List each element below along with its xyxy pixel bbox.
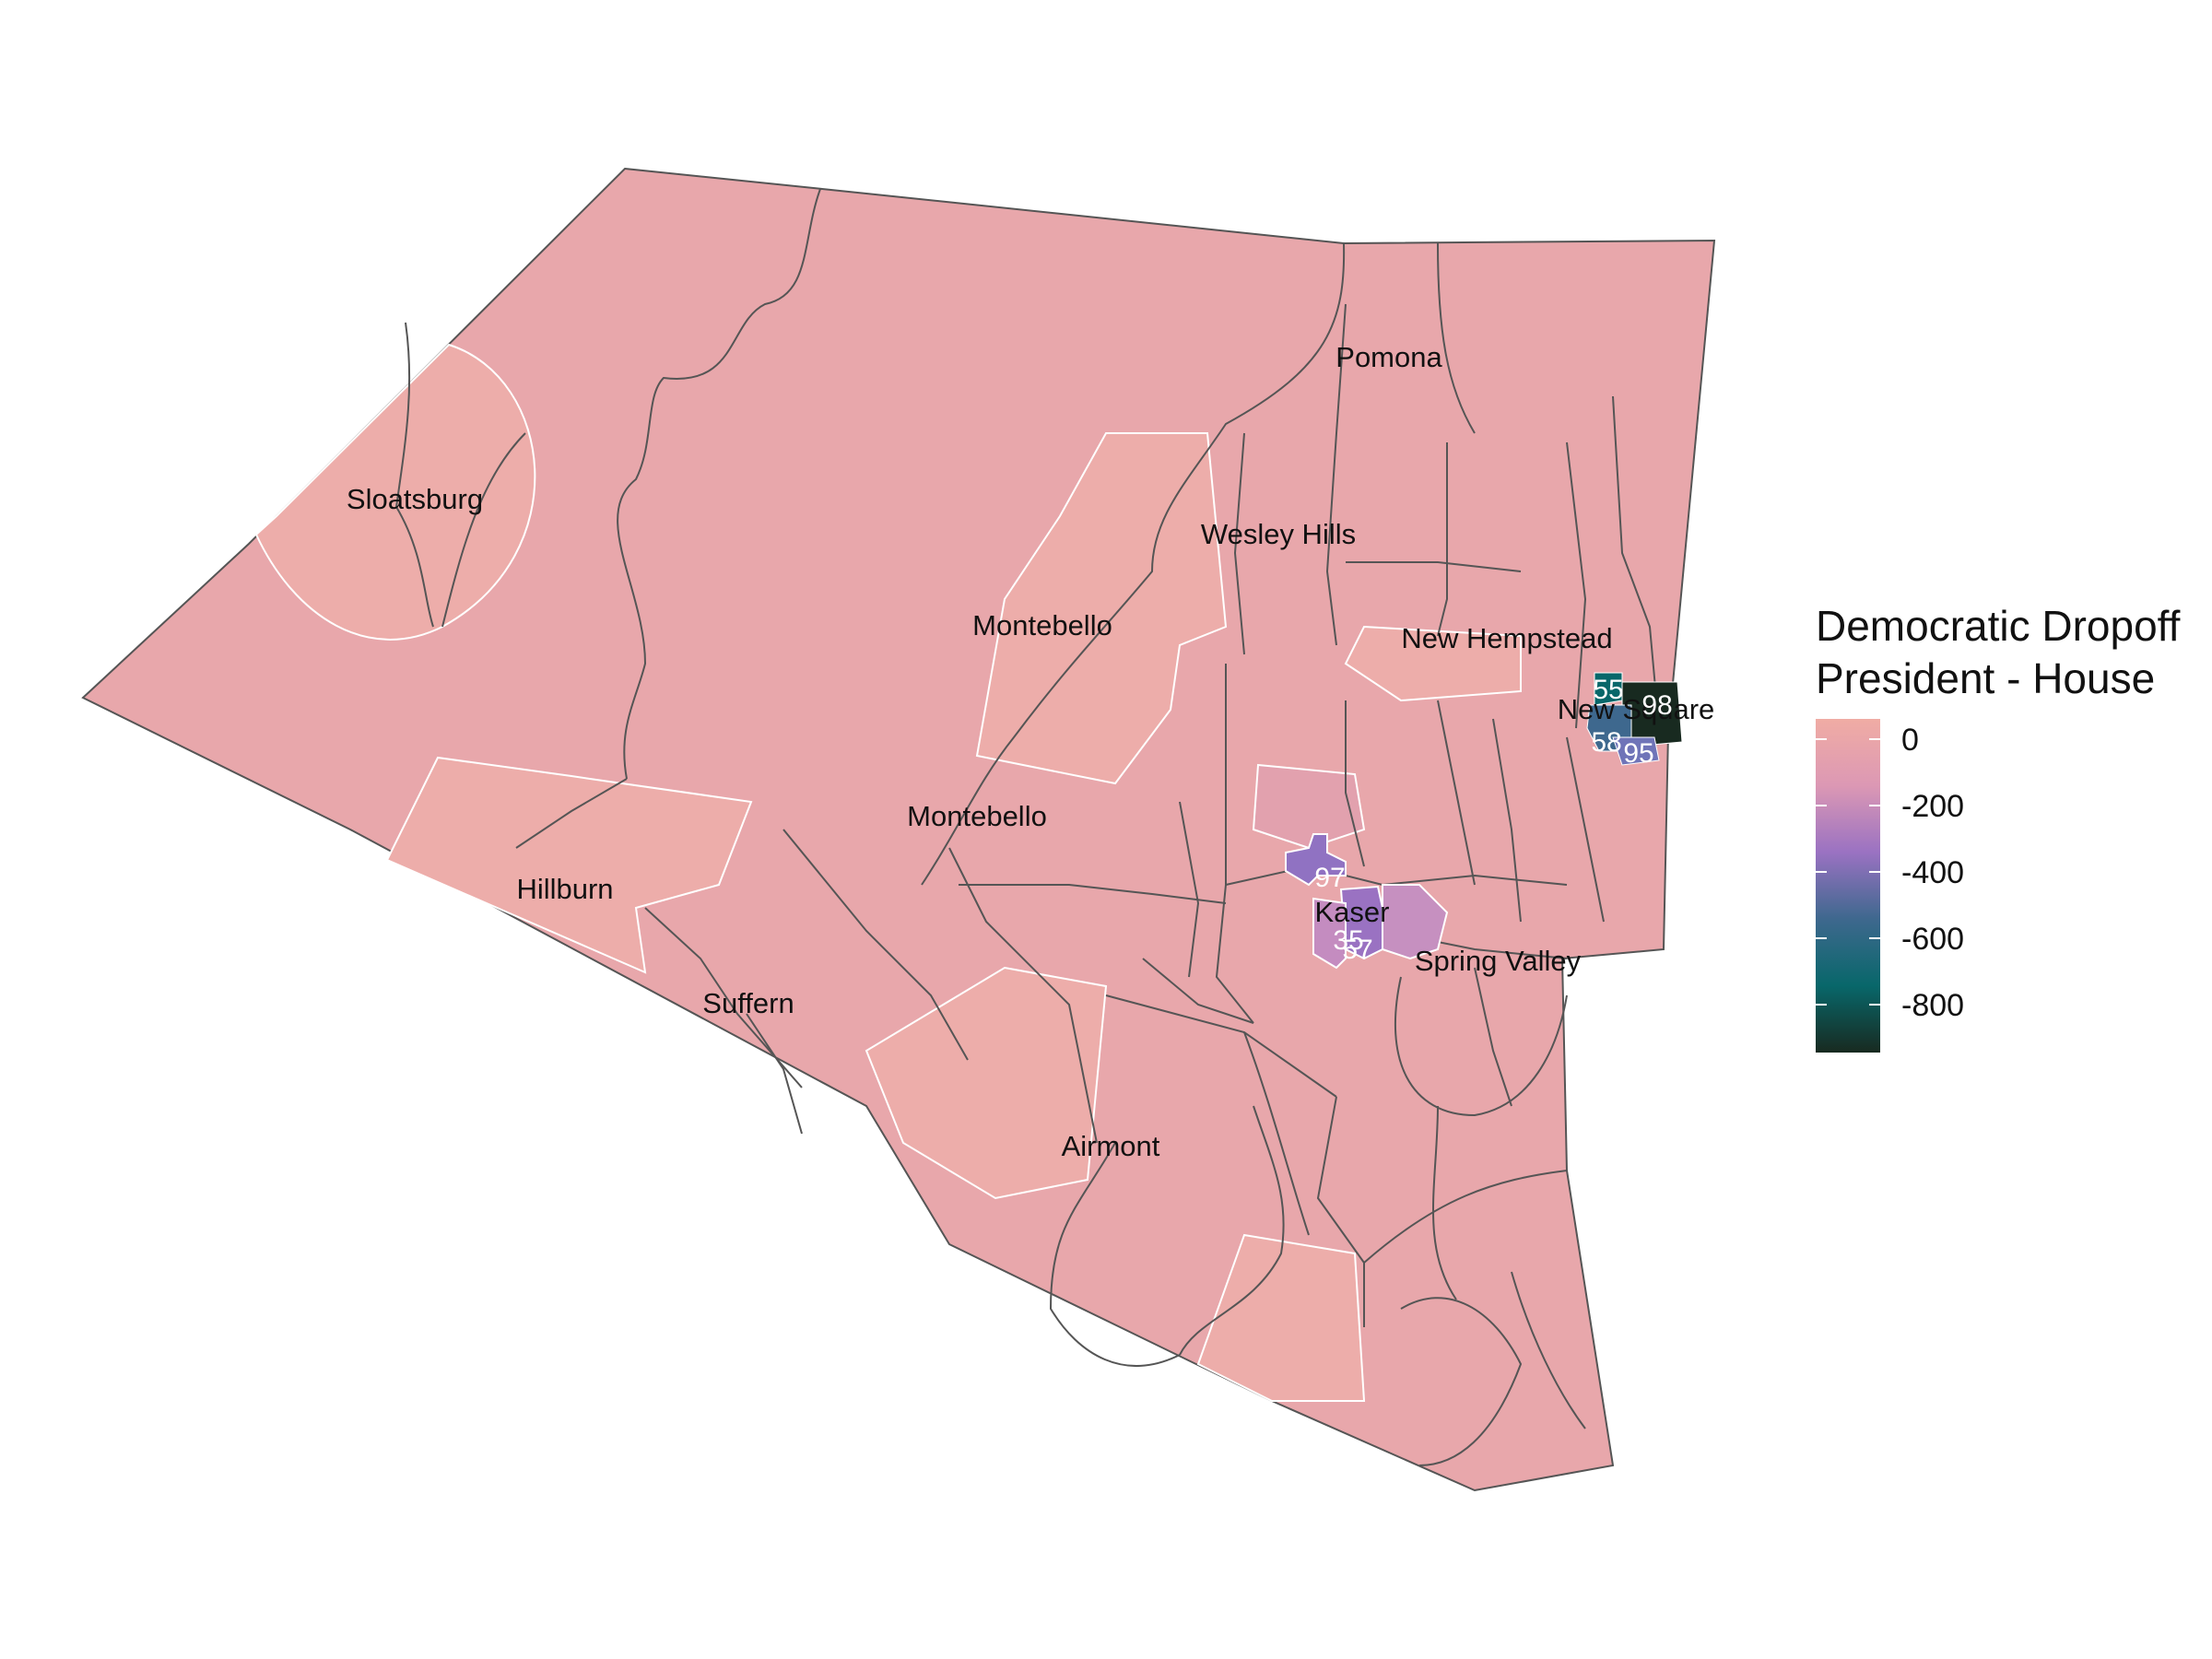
legend-tick-400: -400 [1901, 855, 1964, 890]
precinct-label-95: 95 [1623, 738, 1653, 769]
place-label-montebello-south: Montebello [907, 800, 1047, 832]
precinct-label-35: 35 [1333, 925, 1363, 956]
precinct-label-55: 55 [1593, 675, 1623, 705]
precinct-label-57: 57 [1342, 935, 1372, 965]
place-label-montebello-north: Montebello [972, 609, 1112, 641]
spring-valley-district [1252, 763, 1366, 850]
place-label-wesley-hills: Wesley Hills [1201, 518, 1356, 550]
place-label-sloatsburg: Sloatsburg [347, 483, 483, 515]
legend-tick-800: -800 [1901, 988, 1964, 1023]
place-label-hillburn: Hillburn [516, 873, 613, 905]
place-label-kaser: Kaser [1315, 896, 1390, 928]
airmont-district [865, 966, 1108, 1200]
precinct-97 [1285, 833, 1347, 887]
legend-tick-0: 0 [1901, 723, 1919, 758]
precinct-label-98: 98 [1641, 690, 1672, 721]
legend: Democratic Dropoff President - House 0 -… [1816, 602, 2181, 1053]
precinct-label-58: 58 [1591, 727, 1621, 758]
legend-tick-200: -200 [1901, 789, 1964, 824]
new-hempstead-district [1344, 625, 1522, 702]
south-district [1196, 1233, 1366, 1402]
legend-tick-marks [1816, 738, 1880, 1006]
place-label-pomona: Pomona [1335, 341, 1442, 373]
legend-tick-600: -600 [1901, 922, 1964, 957]
precinct-lines [394, 188, 1660, 1466]
place-label-airmont: Airmont [1062, 1130, 1160, 1162]
hillburn-district [385, 756, 753, 974]
precinct-95 [1612, 736, 1660, 766]
place-label-new-hempstead: New Hempstead [1401, 622, 1612, 654]
sloatsburg-district [254, 343, 536, 641]
place-label-spring-valley: Spring Valley [1415, 945, 1582, 977]
county-shape [81, 167, 1716, 1492]
kaser-east [1382, 884, 1449, 960]
precinct-label-97: 97 [1314, 863, 1345, 893]
legend-title-line2: President - House [1816, 654, 2155, 702]
place-label-suffern: Suffern [702, 987, 794, 1019]
legend-title-line1: Democratic Dropoff [1816, 602, 2181, 650]
legend-color-bar [1816, 719, 1880, 1053]
kaser-surround [1312, 897, 1347, 970]
place-label-new-square: New Square [1558, 693, 1715, 725]
